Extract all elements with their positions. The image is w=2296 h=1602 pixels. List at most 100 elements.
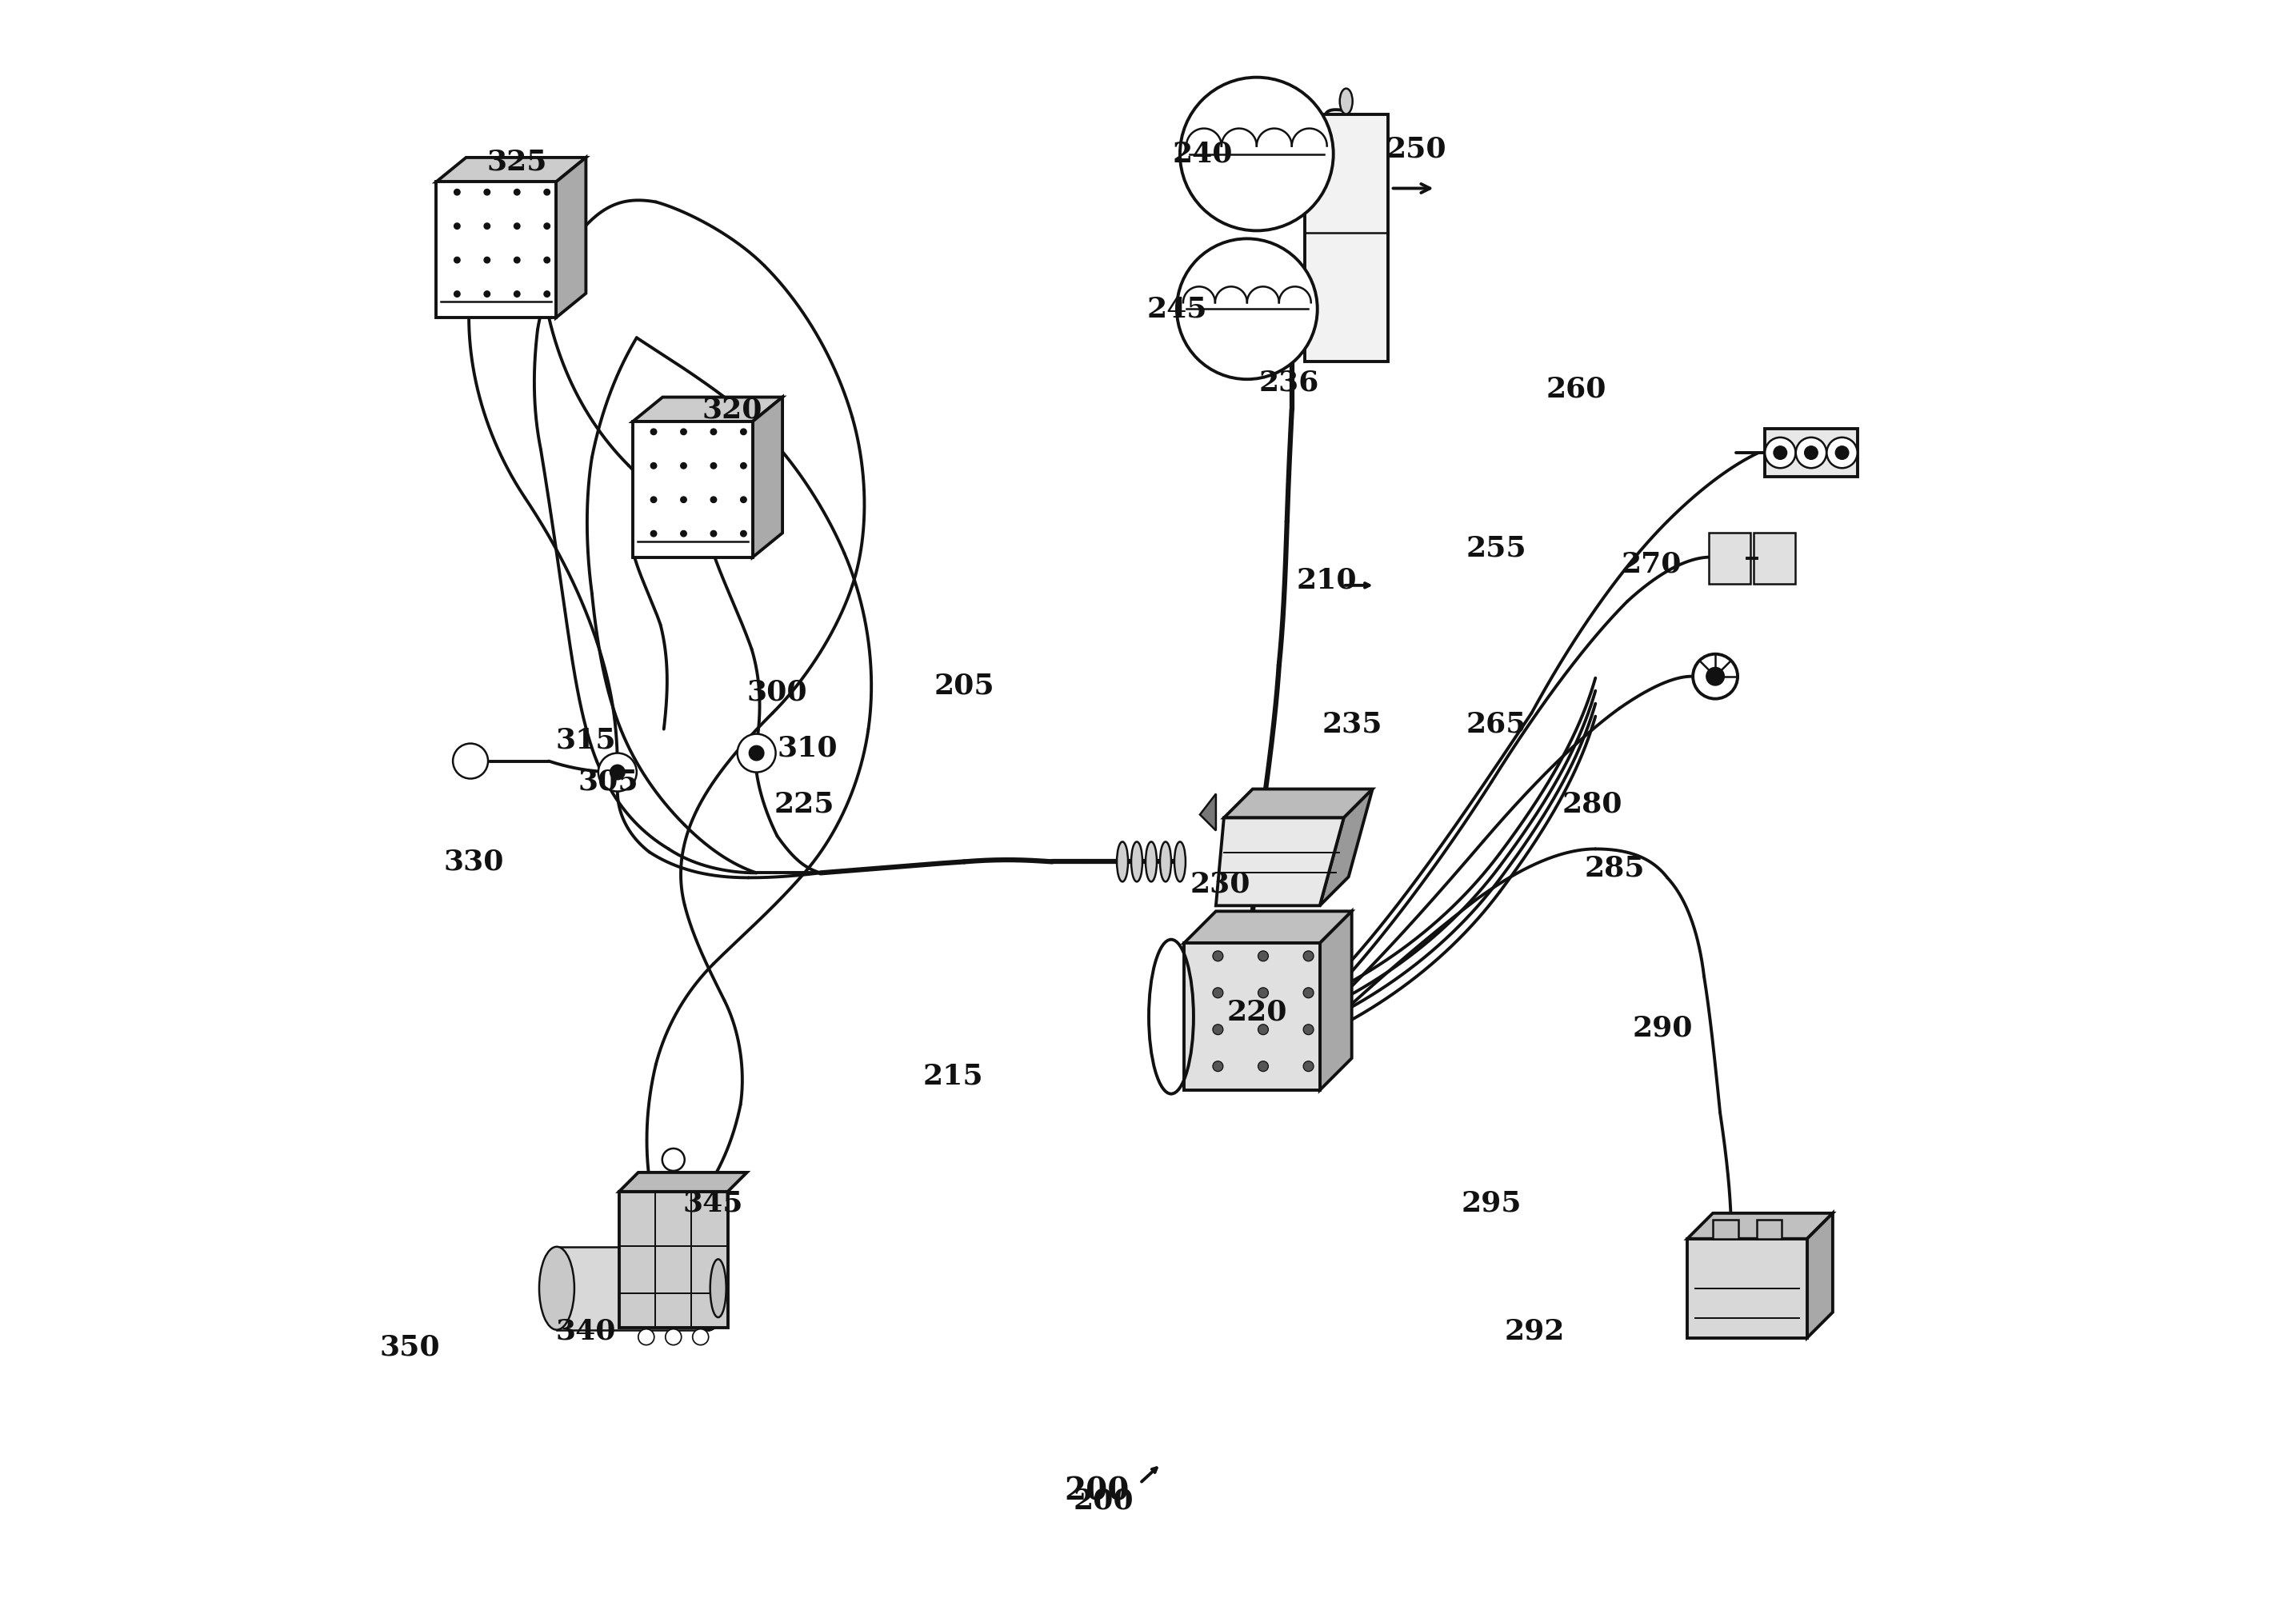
Circle shape xyxy=(1212,987,1224,998)
Text: 325: 325 xyxy=(487,149,546,176)
Polygon shape xyxy=(620,1173,746,1192)
Circle shape xyxy=(544,256,551,263)
Text: 205: 205 xyxy=(934,673,994,700)
Circle shape xyxy=(680,530,687,537)
Text: 200: 200 xyxy=(1072,1487,1134,1514)
FancyBboxPatch shape xyxy=(1756,1219,1782,1238)
FancyBboxPatch shape xyxy=(1766,429,1857,477)
Text: 260: 260 xyxy=(1545,375,1607,402)
Text: 315: 315 xyxy=(556,727,615,755)
Circle shape xyxy=(484,223,489,229)
Text: 220: 220 xyxy=(1226,998,1286,1025)
Text: 295: 295 xyxy=(1460,1190,1522,1218)
Circle shape xyxy=(455,256,459,263)
Text: 340: 340 xyxy=(556,1318,615,1346)
Circle shape xyxy=(1212,1061,1224,1072)
Circle shape xyxy=(693,1330,709,1346)
Polygon shape xyxy=(1201,795,1217,830)
Text: 345: 345 xyxy=(684,1190,744,1218)
Circle shape xyxy=(709,530,716,537)
Text: 310: 310 xyxy=(778,735,838,763)
Circle shape xyxy=(1304,1024,1313,1035)
Circle shape xyxy=(484,256,489,263)
Circle shape xyxy=(1180,77,1334,231)
Circle shape xyxy=(680,463,687,469)
Text: 265: 265 xyxy=(1467,711,1527,739)
Circle shape xyxy=(1178,239,1318,380)
Circle shape xyxy=(650,530,657,537)
Circle shape xyxy=(1692,654,1738,698)
Polygon shape xyxy=(634,421,753,557)
Circle shape xyxy=(1304,987,1313,998)
Text: 210: 210 xyxy=(1297,567,1357,594)
Text: 245: 245 xyxy=(1146,295,1208,322)
Circle shape xyxy=(1258,1061,1267,1072)
Circle shape xyxy=(1835,445,1848,460)
Circle shape xyxy=(709,497,716,503)
Circle shape xyxy=(650,429,657,434)
Polygon shape xyxy=(1320,790,1373,905)
Polygon shape xyxy=(556,1246,709,1330)
Circle shape xyxy=(1773,445,1789,460)
Ellipse shape xyxy=(540,1246,574,1330)
Text: 285: 285 xyxy=(1584,854,1644,881)
Text: 305: 305 xyxy=(579,769,638,796)
Text: 270: 270 xyxy=(1621,551,1681,578)
Circle shape xyxy=(650,463,657,469)
FancyBboxPatch shape xyxy=(1708,532,1750,583)
Text: 250: 250 xyxy=(1387,136,1446,163)
Text: 255: 255 xyxy=(1467,535,1527,562)
Circle shape xyxy=(748,745,765,761)
Circle shape xyxy=(514,292,519,296)
Polygon shape xyxy=(1807,1213,1832,1338)
Circle shape xyxy=(737,734,776,772)
Text: 292: 292 xyxy=(1504,1318,1566,1346)
Circle shape xyxy=(666,1330,682,1346)
Circle shape xyxy=(709,463,716,469)
Circle shape xyxy=(544,223,551,229)
Circle shape xyxy=(1212,1024,1224,1035)
Polygon shape xyxy=(436,183,556,317)
Circle shape xyxy=(742,463,746,469)
Circle shape xyxy=(455,189,459,195)
FancyBboxPatch shape xyxy=(1713,1219,1738,1238)
Circle shape xyxy=(1212,952,1224,961)
Polygon shape xyxy=(1224,790,1373,817)
Polygon shape xyxy=(436,157,585,183)
Circle shape xyxy=(742,497,746,503)
Text: 200: 200 xyxy=(1065,1475,1130,1506)
Circle shape xyxy=(1304,1061,1313,1072)
Circle shape xyxy=(514,189,519,195)
Circle shape xyxy=(661,1149,684,1171)
Circle shape xyxy=(1258,1024,1267,1035)
Circle shape xyxy=(1766,437,1795,468)
Circle shape xyxy=(452,743,489,779)
Polygon shape xyxy=(1688,1238,1807,1338)
FancyBboxPatch shape xyxy=(1304,114,1387,362)
Circle shape xyxy=(484,189,489,195)
Ellipse shape xyxy=(1116,841,1127,881)
Text: 240: 240 xyxy=(1173,141,1233,168)
Circle shape xyxy=(544,189,551,195)
Circle shape xyxy=(599,753,636,791)
Ellipse shape xyxy=(1341,88,1352,114)
Circle shape xyxy=(709,429,716,434)
Circle shape xyxy=(514,223,519,229)
Polygon shape xyxy=(1185,944,1320,1089)
Circle shape xyxy=(638,1330,654,1346)
Ellipse shape xyxy=(1173,841,1185,881)
Text: 215: 215 xyxy=(923,1062,983,1089)
Circle shape xyxy=(455,223,459,229)
Text: 236: 236 xyxy=(1258,368,1318,396)
Polygon shape xyxy=(556,157,585,317)
Circle shape xyxy=(742,429,746,434)
Circle shape xyxy=(1795,437,1828,468)
Polygon shape xyxy=(1320,912,1352,1089)
Text: 330: 330 xyxy=(443,847,503,875)
Ellipse shape xyxy=(691,1246,726,1330)
Circle shape xyxy=(1805,445,1818,460)
Circle shape xyxy=(680,429,687,434)
Circle shape xyxy=(514,256,519,263)
Text: 235: 235 xyxy=(1322,711,1382,739)
Circle shape xyxy=(742,530,746,537)
